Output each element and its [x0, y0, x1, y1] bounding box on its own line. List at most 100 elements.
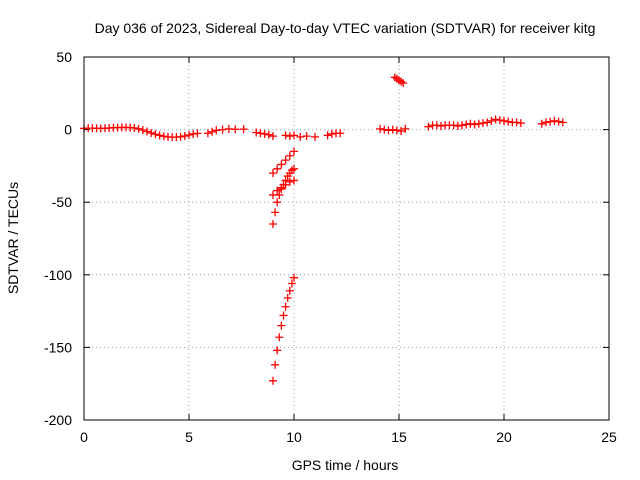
data-point	[212, 126, 221, 135]
data-point	[397, 127, 406, 136]
data-point	[392, 126, 401, 135]
data-point	[269, 132, 277, 141]
data-point	[302, 132, 311, 141]
data-point	[290, 164, 298, 173]
data-point	[327, 129, 336, 138]
data-point	[277, 160, 286, 169]
data-point	[281, 131, 290, 140]
data-point	[155, 131, 164, 140]
data-point	[273, 346, 282, 355]
data-point	[281, 302, 290, 311]
data-point	[458, 121, 466, 130]
y-tick-label: -200	[44, 412, 72, 428]
chart-title: Day 036 of 2023, Sidereal Day-to-day VTE…	[95, 20, 596, 36]
grid-layer	[84, 57, 609, 420]
y-tick-label: 50	[56, 49, 72, 65]
data-point	[279, 311, 288, 320]
data-point	[260, 129, 269, 138]
y-tick-label: -100	[44, 267, 72, 283]
data-point	[470, 120, 479, 129]
data-point	[388, 125, 397, 134]
data-point	[401, 124, 410, 133]
data-point	[290, 131, 298, 140]
data-point	[218, 125, 227, 134]
data-point	[380, 125, 389, 134]
data-point	[273, 186, 282, 195]
data-point	[285, 132, 294, 141]
data-point	[474, 119, 483, 128]
x-axis-label: GPS time / hours	[292, 457, 399, 473]
data-point	[269, 219, 277, 228]
data-point	[208, 127, 217, 136]
data-point	[376, 124, 385, 133]
data-point	[537, 119, 546, 128]
data-point	[462, 120, 471, 129]
data-point	[252, 128, 261, 137]
y-tick-label: -50	[52, 194, 72, 210]
data-point	[453, 121, 462, 130]
data-point	[399, 79, 408, 88]
data-point	[504, 117, 513, 126]
data-point	[487, 116, 496, 125]
data-point	[134, 124, 143, 133]
data-point	[193, 129, 202, 138]
data-point	[290, 176, 298, 185]
data-point	[269, 376, 277, 385]
data-point	[290, 273, 298, 282]
data-point	[516, 119, 525, 128]
data-point	[271, 208, 280, 217]
data-point	[285, 286, 294, 295]
plot-frame	[83, 56, 610, 421]
data-points	[80, 73, 567, 385]
data-point	[512, 118, 521, 127]
data-point	[432, 121, 441, 130]
data-point	[256, 129, 265, 138]
x-tick-label: 20	[496, 429, 512, 445]
data-point	[176, 132, 185, 141]
data-point	[290, 147, 298, 156]
data-point	[264, 130, 273, 139]
data-point	[283, 294, 292, 303]
data-point	[285, 177, 294, 186]
data-point	[437, 121, 445, 130]
data-point	[138, 126, 147, 135]
ticks-layer: 0 5 10 15 20 25 -200 -150 -100 -50 0 50	[44, 49, 617, 445]
data-point	[424, 122, 433, 131]
data-point	[271, 360, 280, 369]
data-point	[495, 116, 504, 125]
data-point	[273, 164, 282, 173]
data-point	[466, 119, 475, 128]
data-point	[546, 117, 555, 126]
x-tick-label: 10	[286, 429, 302, 445]
data-point	[269, 169, 277, 178]
data-point	[287, 279, 296, 288]
data-point	[449, 121, 458, 130]
data-point	[384, 126, 393, 135]
y-tick-label: 0	[64, 122, 72, 138]
data-point	[185, 130, 193, 139]
x-tick-label: 0	[80, 429, 88, 445]
data-point	[147, 128, 156, 137]
data-point	[311, 132, 319, 141]
data-point	[277, 321, 286, 330]
x-tick-label: 25	[601, 429, 617, 445]
data-point	[281, 156, 290, 165]
data-point	[151, 130, 160, 139]
data-point	[479, 119, 487, 128]
data-point	[130, 124, 139, 133]
data-point	[542, 118, 550, 127]
data-point	[500, 116, 508, 125]
data-point	[296, 132, 305, 141]
data-point	[143, 127, 151, 136]
data-point	[483, 118, 492, 127]
x-tick-label: 15	[391, 429, 407, 445]
data-point	[491, 115, 500, 124]
data-point	[275, 333, 284, 342]
data-point	[323, 131, 332, 140]
data-point	[273, 198, 282, 207]
data-point	[336, 129, 345, 138]
data-point	[558, 118, 567, 127]
data-point	[239, 125, 248, 134]
x-tick-label: 5	[185, 429, 193, 445]
